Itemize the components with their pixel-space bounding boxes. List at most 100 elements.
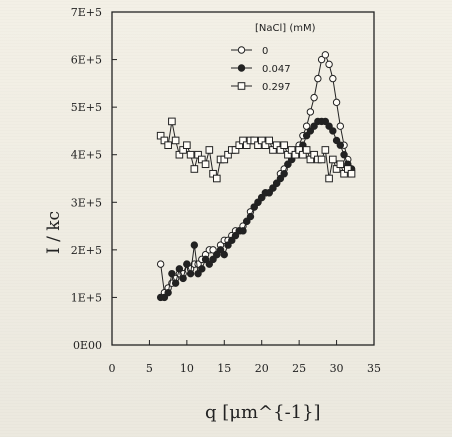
filled-circle-marker	[164, 288, 172, 297]
filled-circle-marker	[254, 198, 262, 206]
square-marker	[237, 82, 246, 90]
legend-label: 0	[262, 46, 268, 57]
legend-label: 0.297	[262, 82, 291, 93]
square-marker	[171, 136, 180, 145]
filled-circle-marker	[194, 269, 202, 278]
y-axis-tick-label: 4E+5	[71, 149, 102, 162]
filled-circle-marker	[272, 179, 281, 187]
square-marker	[329, 155, 337, 164]
open-circle-marker	[237, 46, 246, 54]
series-1	[156, 117, 356, 302]
filled-circle-marker	[340, 151, 348, 159]
square-marker	[205, 146, 214, 154]
square-marker	[265, 136, 273, 145]
open-circle-marker	[329, 74, 337, 83]
filled-circle-marker	[306, 127, 315, 135]
y-axis-tick-label: 3E+5	[71, 196, 102, 209]
x-axis-tick-label: 25	[292, 362, 306, 375]
filled-circle-marker	[284, 160, 292, 168]
square-marker	[183, 141, 191, 149]
y-axis-tick-label: 2E+5	[71, 244, 102, 257]
open-circle-marker	[310, 93, 318, 102]
legend-entry: 0.297	[231, 82, 291, 93]
filled-circle-marker	[258, 193, 266, 202]
x-axis-ticks: 0 5 10 15 20 25 30 35	[109, 340, 381, 375]
legend-label: 0.047	[262, 64, 291, 75]
open-circle-marker	[336, 122, 345, 130]
filled-circle-marker	[209, 255, 217, 264]
open-circle-marker	[209, 246, 217, 254]
open-circle-marker	[156, 260, 165, 268]
filled-circle-marker	[329, 127, 337, 135]
square-marker	[347, 169, 356, 178]
filled-circle-marker	[186, 269, 195, 278]
y-axis-ticks: 0E00 1E+5 2E+5 3E+5 4E+5 5E+5 6E+5 7E+5	[71, 6, 117, 352]
y-axis-tick-label: 7E+5	[71, 6, 102, 19]
filled-circle-marker	[160, 293, 169, 302]
square-marker	[164, 141, 172, 149]
filled-circle-marker	[183, 260, 191, 268]
legend: [NaCl] (mM) 0 0.047 0.297	[231, 23, 316, 93]
filled-circle-marker	[269, 184, 277, 192]
square-marker	[336, 160, 345, 169]
square-marker	[168, 117, 176, 126]
filled-circle-marker	[205, 260, 214, 268]
filled-circle-marker	[168, 269, 176, 278]
series-line	[160, 53, 353, 294]
filled-circle-marker	[224, 241, 232, 249]
legend-entry: 0	[231, 46, 268, 57]
filled-circle-marker	[198, 265, 206, 273]
square-marker	[190, 165, 199, 173]
filled-circle-marker	[336, 141, 345, 149]
filled-circle-marker	[237, 64, 246, 72]
square-marker	[317, 155, 326, 164]
square-marker	[201, 160, 210, 169]
filled-circle-marker	[179, 274, 187, 283]
filled-circle-marker	[171, 279, 180, 287]
x-axis-label: q [μm^{-1}]	[205, 402, 321, 423]
filled-circle-marker	[231, 231, 240, 240]
plot-area: 0 5 10 15 20 25 30 35 0E00 1E+5 2E+5 3E+5 4E+5 5E+5 6…	[71, 6, 381, 375]
y-axis-tick-label: 6E+5	[71, 54, 102, 67]
legend-title: [NaCl] (mM)	[255, 23, 316, 34]
filled-circle-marker	[175, 265, 184, 273]
x-axis-tick-label: 35	[367, 362, 381, 375]
filled-circle-marker	[250, 203, 258, 211]
filled-circle-marker	[310, 122, 318, 130]
filled-circle-marker	[201, 255, 210, 264]
open-circle-marker	[321, 51, 330, 59]
filled-circle-marker	[228, 236, 236, 245]
x-axis-tick-label: 30	[330, 362, 344, 375]
x-axis-tick-label: 15	[217, 362, 231, 375]
x-axis-tick-label: 10	[180, 362, 194, 375]
filled-circle-marker	[216, 246, 225, 254]
open-circle-marker	[314, 74, 322, 83]
square-marker	[213, 174, 221, 183]
open-circle-marker	[306, 108, 315, 116]
y-axis-tick-label: 0E00	[73, 339, 102, 352]
square-marker	[280, 141, 288, 149]
filled-circle-marker	[239, 227, 247, 235]
open-circle-marker	[325, 60, 333, 69]
chart-series	[156, 51, 356, 302]
filled-circle-marker	[276, 174, 285, 183]
series-0	[156, 51, 356, 297]
filled-circle-marker	[325, 122, 333, 130]
filled-circle-marker	[265, 189, 273, 197]
filled-circle-marker	[302, 131, 311, 140]
square-marker	[302, 146, 311, 154]
open-circle-marker	[332, 98, 341, 107]
x-axis-tick-label: 0	[109, 362, 116, 375]
open-circle-marker	[317, 55, 326, 64]
plot-frame	[111, 11, 375, 346]
filled-circle-marker	[220, 250, 228, 259]
x-axis-tick-label: 20	[255, 362, 269, 375]
y-axis-tick-label: 1E+5	[71, 291, 102, 304]
legend-entry: 0.047	[231, 64, 291, 75]
square-marker	[186, 150, 195, 159]
filled-circle-marker	[246, 212, 255, 221]
filled-circle-marker	[332, 136, 341, 145]
filled-circle-marker	[243, 217, 251, 226]
square-marker	[321, 146, 330, 154]
